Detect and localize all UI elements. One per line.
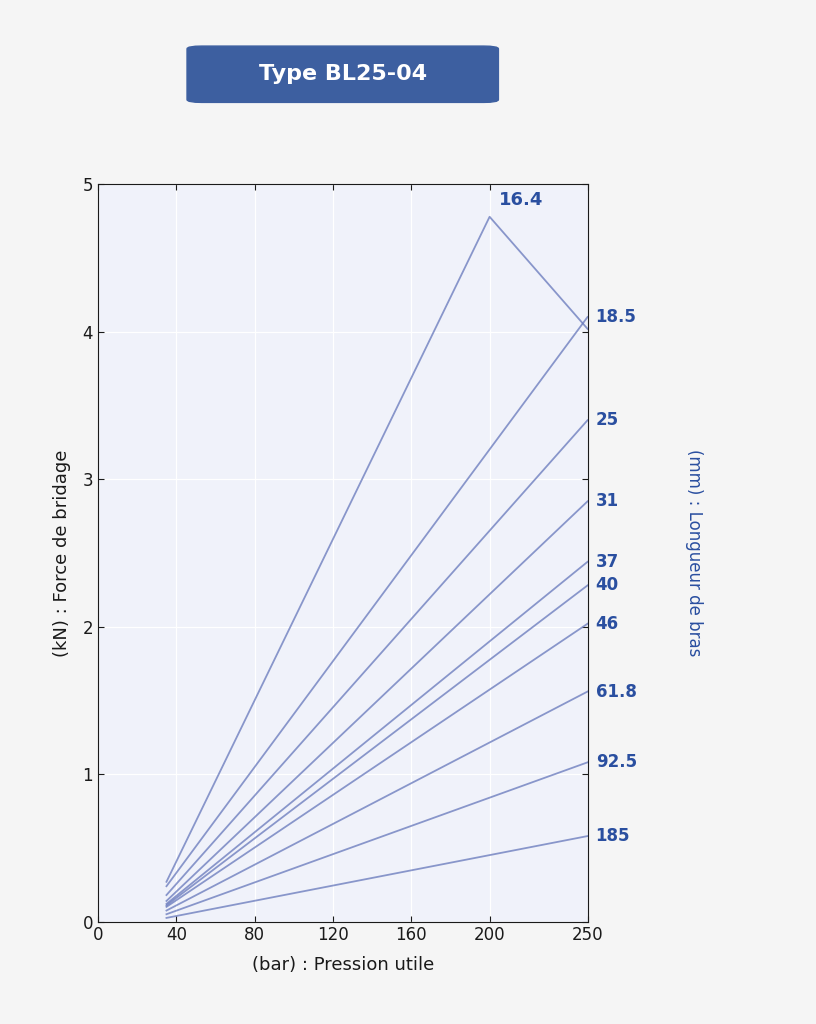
Text: 46: 46 xyxy=(596,614,619,633)
Text: Type BL25-04: Type BL25-04 xyxy=(259,65,427,84)
Text: 18.5: 18.5 xyxy=(596,308,636,326)
Text: 185: 185 xyxy=(596,827,630,845)
Y-axis label: (kN) : Force de bridage: (kN) : Force de bridage xyxy=(53,450,71,656)
Text: 25: 25 xyxy=(596,412,619,429)
Text: 31: 31 xyxy=(596,493,619,510)
Text: 16.4: 16.4 xyxy=(499,191,543,209)
Text: 61.8: 61.8 xyxy=(596,683,636,700)
X-axis label: (bar) : Pression utile: (bar) : Pression utile xyxy=(251,955,434,974)
Text: 92.5: 92.5 xyxy=(596,754,636,771)
FancyBboxPatch shape xyxy=(187,46,499,102)
Text: 37: 37 xyxy=(596,553,619,570)
Text: 40: 40 xyxy=(596,577,619,594)
Text: (mm) : Longueur de bras: (mm) : Longueur de bras xyxy=(685,450,703,656)
